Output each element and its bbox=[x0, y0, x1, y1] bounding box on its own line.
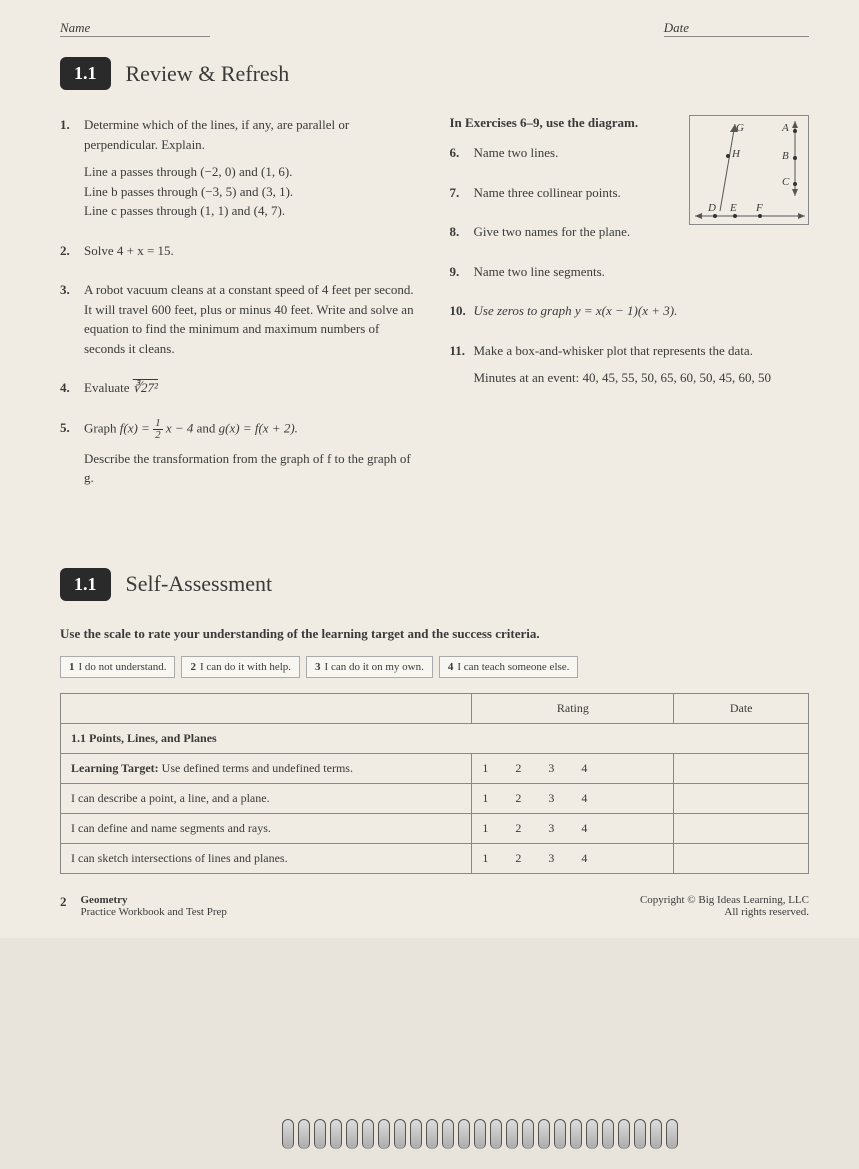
line-b: Line b passes through (−3, 5) and (3, 1)… bbox=[84, 182, 420, 202]
p5-f-lhs: f(x) = bbox=[120, 420, 153, 435]
scale-item-4: 4I can teach someone else. bbox=[439, 656, 579, 678]
pt-b: B bbox=[782, 150, 789, 162]
scale-item-1: 1I do not understand. bbox=[60, 656, 175, 678]
rating-cell[interactable]: 1 2 3 4 bbox=[472, 843, 674, 873]
line-c: Line c passes through (1, 1) and (4, 7). bbox=[84, 201, 420, 221]
problem-10: 10. Use zeros to graph y = x(x − 1)(x + … bbox=[450, 301, 810, 321]
problem-expr: ∛27² bbox=[133, 380, 158, 395]
rating-cell[interactable]: 1 2 3 4 bbox=[472, 783, 674, 813]
problem-prefix: Evaluate bbox=[84, 380, 133, 395]
rating-cell[interactable]: 1 2 3 4 bbox=[472, 813, 674, 843]
problem-8: 8. Give two names for the plane. bbox=[450, 222, 680, 242]
worksheet-header: Name Date bbox=[60, 20, 809, 37]
spiral-binding-icon bbox=[200, 1119, 759, 1159]
problem-text: Name three collinear points. bbox=[474, 183, 680, 203]
book-title: Geometry bbox=[81, 894, 227, 906]
p5-and: and bbox=[197, 420, 219, 435]
problem-text: Determine which of the lines, if any, ar… bbox=[84, 115, 420, 154]
section-badge: 1.1 bbox=[60, 568, 111, 601]
assessment-table: Rating Date 1.1 Points, Lines, and Plane… bbox=[60, 693, 809, 874]
p5-g: g(x) = f(x + 2). bbox=[219, 420, 298, 435]
pt-f: F bbox=[756, 202, 763, 214]
pt-g: G bbox=[736, 122, 744, 134]
section-title: Self-Assessment bbox=[126, 571, 273, 597]
p5-f-rhs: x − 4 bbox=[166, 420, 194, 435]
table-row: I can sketch intersections of lines and … bbox=[61, 843, 809, 873]
p5-prefix: Graph bbox=[84, 420, 120, 435]
self-assessment-instruction: Use the scale to rate your understanding… bbox=[60, 626, 809, 642]
rating-scale: 1I do not understand. 2I can do it with … bbox=[60, 656, 809, 678]
review-section-header: 1.1 Review & Refresh bbox=[60, 57, 809, 90]
section-title: Review & Refresh bbox=[126, 61, 290, 87]
problem-9: 9. Name two line segments. bbox=[450, 262, 810, 282]
self-assessment-header: 1.1 Self-Assessment bbox=[60, 568, 809, 601]
date-label: Date bbox=[664, 20, 809, 37]
date-cell[interactable] bbox=[674, 783, 809, 813]
section-badge: 1.1 bbox=[60, 57, 111, 90]
scale-item-3: 3I can do it on my own. bbox=[306, 656, 433, 678]
problem-6: 6. Name two lines. bbox=[450, 143, 680, 163]
problem-text: Solve 4 + x = 15. bbox=[84, 241, 420, 261]
table-row: Learning Target: Use defined terms and u… bbox=[61, 753, 809, 783]
rating-cell[interactable]: 1 2 3 4 bbox=[472, 753, 674, 783]
problem-11: 11. Make a box-and-whisker plot that rep… bbox=[450, 341, 810, 388]
problem-text: A robot vacuum cleans at a constant spee… bbox=[84, 280, 420, 358]
pt-d: D bbox=[708, 202, 716, 214]
col-date: Date bbox=[674, 693, 809, 723]
problem-4: 4. Evaluate ∛27² bbox=[60, 378, 420, 398]
table-row: I can describe a point, a line, and a pl… bbox=[61, 783, 809, 813]
fraction-icon: 12 bbox=[153, 418, 163, 441]
book-subtitle: Practice Workbook and Test Prep bbox=[81, 906, 227, 918]
pt-e: E bbox=[730, 202, 737, 214]
problem-5: 5. Graph f(x) = 12 x − 4 and g(x) = f(x … bbox=[60, 418, 420, 488]
table-section-row: 1.1 Points, Lines, and Planes bbox=[61, 723, 809, 753]
rights: All rights reserved. bbox=[640, 906, 809, 918]
name-label: Name bbox=[60, 20, 210, 37]
date-cell[interactable] bbox=[674, 843, 809, 873]
page-footer: 2 Geometry Practice Workbook and Test Pr… bbox=[60, 894, 809, 918]
page-number: 2 bbox=[60, 894, 67, 918]
problem-7: 7. Name three collinear points. bbox=[450, 183, 680, 203]
p5-describe: Describe the transformation from the gra… bbox=[84, 449, 420, 488]
pt-c: C bbox=[782, 176, 789, 188]
problem-text: Name two line segments. bbox=[474, 262, 810, 282]
date-cell[interactable] bbox=[674, 813, 809, 843]
pt-a: A bbox=[782, 122, 789, 134]
table-row: I can define and name segments and rays.… bbox=[61, 813, 809, 843]
scale-item-2: 2I can do it with help. bbox=[181, 656, 300, 678]
problem-2: 2. Solve 4 + x = 15. bbox=[60, 241, 420, 261]
date-cell[interactable] bbox=[674, 753, 809, 783]
copyright: Copyright © Big Ideas Learning, LLC bbox=[640, 894, 809, 906]
pt-h: H bbox=[732, 148, 740, 160]
problem-text: Give two names for the plane. bbox=[474, 222, 680, 242]
problem-text: Make a box-and-whisker plot that represe… bbox=[474, 341, 810, 361]
problem-data: Minutes at an event: 40, 45, 55, 50, 65,… bbox=[474, 368, 810, 388]
problem-text: Use zeros to graph y = x(x − 1)(x + 3). bbox=[474, 301, 810, 321]
problem-1: 1. Determine which of the lines, if any,… bbox=[60, 115, 420, 221]
problem-text: Name two lines. bbox=[474, 143, 680, 163]
col-rating: Rating bbox=[472, 693, 674, 723]
problem-3: 3. A robot vacuum cleans at a constant s… bbox=[60, 280, 420, 358]
geometry-diagram: G H A B C D E F bbox=[689, 115, 809, 225]
line-a: Line a passes through (−2, 0) and (1, 6)… bbox=[84, 162, 420, 182]
